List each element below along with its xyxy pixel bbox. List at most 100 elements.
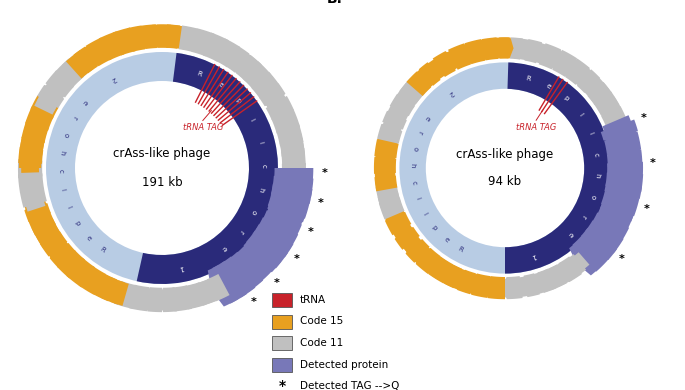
Polygon shape — [65, 257, 87, 280]
Polygon shape — [188, 30, 211, 52]
Polygon shape — [279, 138, 305, 161]
Bar — [272, 293, 292, 307]
Polygon shape — [382, 111, 407, 129]
Polygon shape — [593, 89, 612, 107]
Polygon shape — [607, 149, 643, 172]
Polygon shape — [78, 44, 102, 70]
Polygon shape — [221, 256, 256, 297]
Text: crAss-like phage: crAss-like phage — [456, 148, 553, 161]
Polygon shape — [460, 43, 479, 65]
Polygon shape — [27, 115, 47, 134]
Polygon shape — [593, 91, 620, 116]
Polygon shape — [259, 83, 286, 106]
Polygon shape — [110, 280, 129, 306]
Polygon shape — [419, 62, 440, 86]
Polygon shape — [482, 278, 500, 297]
Text: *: * — [274, 278, 279, 288]
Polygon shape — [471, 41, 493, 60]
Polygon shape — [499, 37, 514, 58]
Text: l: l — [577, 112, 584, 117]
Polygon shape — [552, 50, 577, 77]
Polygon shape — [416, 66, 438, 87]
Polygon shape — [227, 252, 263, 292]
Text: i: i — [60, 188, 66, 191]
Polygon shape — [200, 33, 221, 57]
Text: Detected protein: Detected protein — [300, 360, 388, 369]
Polygon shape — [525, 39, 543, 63]
Polygon shape — [246, 230, 288, 268]
Polygon shape — [396, 83, 422, 108]
Polygon shape — [514, 275, 534, 297]
Polygon shape — [96, 36, 119, 60]
Polygon shape — [233, 52, 260, 80]
Polygon shape — [388, 97, 413, 120]
Polygon shape — [246, 65, 273, 92]
Polygon shape — [169, 285, 192, 312]
Polygon shape — [375, 168, 396, 186]
Polygon shape — [21, 168, 41, 188]
Polygon shape — [84, 42, 108, 66]
Polygon shape — [188, 285, 210, 304]
Text: e: e — [85, 234, 92, 241]
Polygon shape — [133, 28, 157, 48]
Polygon shape — [601, 119, 638, 140]
Polygon shape — [51, 72, 72, 92]
Polygon shape — [142, 24, 160, 49]
Polygon shape — [175, 28, 198, 48]
Polygon shape — [268, 191, 310, 219]
Polygon shape — [23, 186, 45, 212]
Polygon shape — [130, 287, 153, 310]
Polygon shape — [562, 57, 581, 78]
Polygon shape — [137, 25, 161, 49]
Polygon shape — [263, 207, 303, 238]
Polygon shape — [251, 72, 279, 98]
Text: p: p — [234, 97, 242, 104]
Polygon shape — [21, 174, 42, 197]
Polygon shape — [208, 265, 238, 307]
Polygon shape — [19, 134, 45, 155]
Polygon shape — [212, 38, 231, 62]
Bar — [272, 336, 292, 350]
Polygon shape — [53, 63, 79, 90]
Polygon shape — [595, 209, 630, 238]
Polygon shape — [127, 285, 149, 311]
Polygon shape — [152, 25, 176, 48]
Polygon shape — [145, 287, 162, 312]
Polygon shape — [281, 129, 301, 153]
Polygon shape — [444, 48, 466, 70]
Polygon shape — [454, 45, 473, 66]
Polygon shape — [179, 288, 196, 307]
Text: Detected TAG -->Q: Detected TAG -->Q — [300, 381, 399, 390]
Polygon shape — [65, 257, 90, 283]
Polygon shape — [259, 81, 283, 105]
Text: *: * — [308, 227, 314, 238]
Polygon shape — [549, 50, 569, 71]
Polygon shape — [502, 278, 516, 298]
Wedge shape — [505, 62, 610, 274]
Polygon shape — [35, 219, 55, 238]
Text: o: o — [589, 194, 596, 200]
Polygon shape — [476, 39, 493, 61]
Polygon shape — [588, 82, 612, 105]
Polygon shape — [569, 252, 590, 274]
Polygon shape — [606, 187, 638, 207]
Polygon shape — [510, 37, 525, 60]
Text: r: r — [580, 214, 587, 220]
Polygon shape — [263, 89, 288, 113]
Polygon shape — [179, 25, 199, 51]
Polygon shape — [493, 37, 513, 59]
Polygon shape — [601, 191, 639, 216]
Text: *: * — [293, 254, 299, 264]
Polygon shape — [44, 73, 71, 100]
Polygon shape — [30, 96, 58, 119]
Polygon shape — [577, 69, 600, 93]
Text: p: p — [73, 220, 81, 227]
Polygon shape — [91, 273, 113, 299]
Polygon shape — [66, 50, 94, 78]
Text: r: r — [416, 130, 423, 135]
Polygon shape — [157, 25, 179, 48]
Polygon shape — [269, 196, 306, 221]
Polygon shape — [79, 266, 105, 295]
Polygon shape — [26, 204, 53, 231]
Polygon shape — [212, 261, 247, 303]
